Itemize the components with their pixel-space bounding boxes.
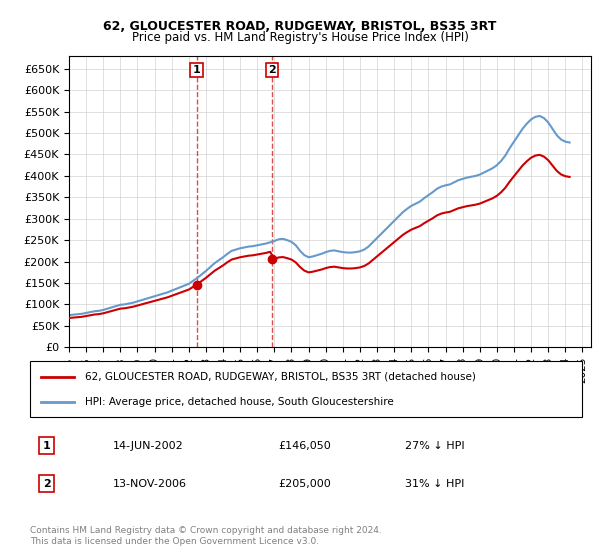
Text: 13-NOV-2006: 13-NOV-2006: [113, 479, 187, 489]
Text: £146,050: £146,050: [278, 441, 331, 451]
Text: £205,000: £205,000: [278, 479, 331, 489]
Text: Price paid vs. HM Land Registry's House Price Index (HPI): Price paid vs. HM Land Registry's House …: [131, 31, 469, 44]
FancyBboxPatch shape: [30, 361, 582, 417]
Text: 2: 2: [43, 479, 50, 489]
Text: 14-JUN-2002: 14-JUN-2002: [113, 441, 184, 451]
Text: 27% ↓ HPI: 27% ↓ HPI: [406, 441, 465, 451]
Text: 1: 1: [43, 441, 50, 451]
Text: 31% ↓ HPI: 31% ↓ HPI: [406, 479, 465, 489]
Text: 2: 2: [268, 65, 276, 74]
Text: HPI: Average price, detached house, South Gloucestershire: HPI: Average price, detached house, Sout…: [85, 396, 394, 407]
Text: 1: 1: [193, 65, 200, 74]
Text: 62, GLOUCESTER ROAD, RUDGEWAY, BRISTOL, BS35 3RT (detached house): 62, GLOUCESTER ROAD, RUDGEWAY, BRISTOL, …: [85, 372, 476, 382]
Text: Contains HM Land Registry data © Crown copyright and database right 2024.
This d: Contains HM Land Registry data © Crown c…: [30, 526, 382, 546]
Text: 62, GLOUCESTER ROAD, RUDGEWAY, BRISTOL, BS35 3RT: 62, GLOUCESTER ROAD, RUDGEWAY, BRISTOL, …: [103, 20, 497, 32]
